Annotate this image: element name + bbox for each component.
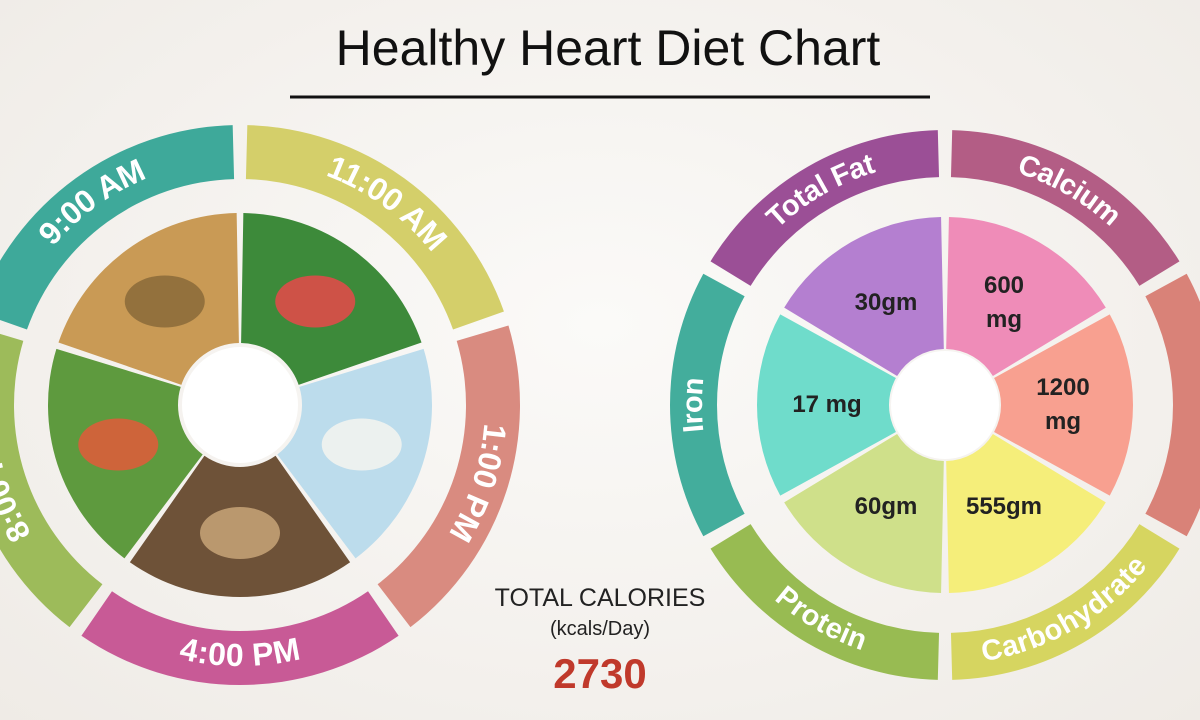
food-item xyxy=(124,275,205,328)
total-calories-value: 2730 xyxy=(553,650,647,697)
meal-time: 4:00 PM xyxy=(177,631,303,674)
food-item xyxy=(275,275,356,328)
meal-hub xyxy=(182,347,298,463)
nutrient-ring-segment xyxy=(950,524,1180,680)
meal-time-text: 4:00 PM xyxy=(177,631,303,674)
nutrient-ring-segment xyxy=(710,130,940,286)
food-item xyxy=(200,507,280,559)
nutrient-amount: 1200 mg xyxy=(1036,374,1090,435)
meal-ring-segment xyxy=(245,125,504,330)
food-item xyxy=(321,418,402,471)
nutrient-ring-segment xyxy=(669,273,745,537)
nutrient-amount: 555gm xyxy=(965,493,1043,521)
nutrient-amount: 30gm xyxy=(854,288,918,316)
nutrient-wedge xyxy=(946,434,1106,593)
nutrient-wedge xyxy=(946,217,1106,376)
nutrient-ring-segment xyxy=(950,130,1180,286)
nutrient-name: Iron xyxy=(677,376,710,434)
meal-ring-segment xyxy=(377,325,520,628)
food-item xyxy=(78,418,159,471)
meal-ring-segment xyxy=(0,333,103,628)
meal-ring-segment xyxy=(81,591,399,685)
total-calories-label: TOTAL CALORIES xyxy=(494,584,706,612)
nutrient-name-text: Iron xyxy=(677,376,710,434)
nutrient-ring-segment xyxy=(710,524,940,680)
nutrient-amount: 17 mg xyxy=(792,391,862,418)
nutrient-amount: 60gm xyxy=(854,493,918,521)
nutrient-wedge xyxy=(757,314,896,496)
title: Healthy Heart Diet Chart xyxy=(336,20,881,76)
nutrient-amount: 600 mg xyxy=(983,271,1025,333)
nutrient-ring-segment xyxy=(1145,273,1200,537)
nutrient-wedge xyxy=(784,217,944,376)
nutrient-hub xyxy=(891,351,999,459)
meal-ring-segment xyxy=(0,125,235,330)
total-calories-unit: (kcals/Day) xyxy=(549,618,651,640)
nutrient-wedge xyxy=(784,434,944,593)
nutrient-wedge xyxy=(994,314,1133,496)
